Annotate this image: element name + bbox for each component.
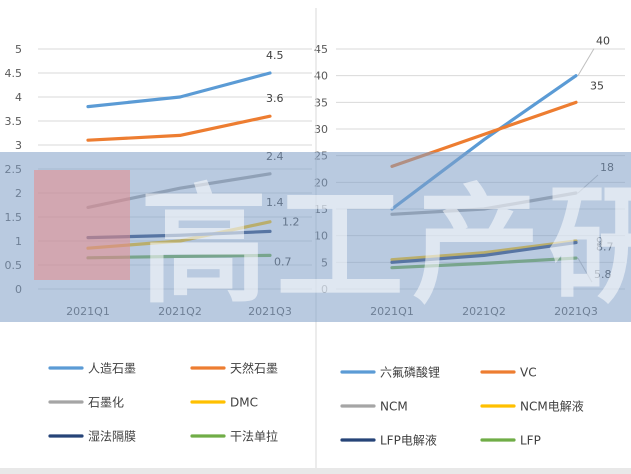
data-label-leader [577,48,595,76]
series-line [86,71,272,109]
legend-label: 天然石墨 [230,361,278,376]
data-label: 4.5 [266,49,284,62]
y-tick-label: 30 [314,123,328,136]
legend-label: NCM电解液 [520,399,584,414]
y-tick-label: 45 [314,43,328,56]
data-label: 3.6 [266,92,284,105]
legend-label: LFP电解液 [380,433,437,448]
legend-label: 人造石墨 [88,362,136,376]
watermark-logo-text: 高工产研 [140,172,631,321]
watermark-logo-square [34,170,130,280]
y-tick-label: 35 [314,96,328,109]
y-tick-label: 3.5 [5,115,23,128]
data-label: 35 [590,79,604,92]
watermark: 高工产研 [0,152,631,322]
y-tick-label: 3 [15,139,22,152]
legend-label: 湿法隔膜 [88,429,136,444]
legend-label: 六氟磷酸锂 [380,365,440,380]
y-tick-label: 4.5 [5,67,23,80]
y-tick-label: 5 [15,43,22,56]
y-tick-label: 40 [314,70,328,83]
bottom-edge [0,468,631,474]
y-tick-label: 4 [15,91,22,104]
legend-label: DMC [230,396,258,410]
legend-label: VC [520,366,537,380]
data-label: 40 [596,35,610,48]
legend-label: 干法单拉 [230,429,278,444]
legend-label: 石墨化 [88,396,124,410]
legend-label: NCM [380,400,408,414]
series-line [86,114,272,142]
legend-label: LFP [520,434,541,448]
